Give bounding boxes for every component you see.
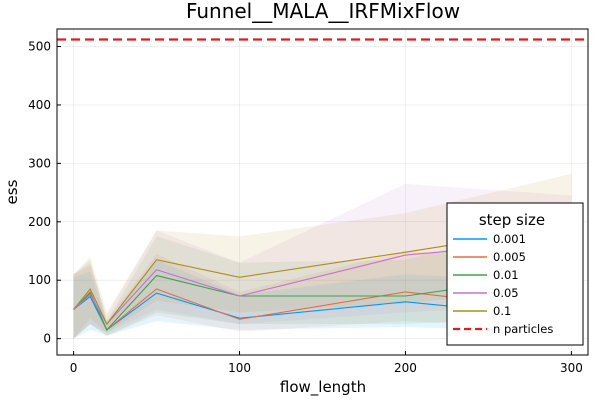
y-tick-label: 200 bbox=[28, 215, 51, 229]
y-axis-label: ess bbox=[3, 179, 21, 204]
legend: step size 0.001 0.005 0.01 0.05 0.1 n particl… bbox=[446, 202, 584, 346]
legend-label: 0.005 bbox=[493, 250, 526, 264]
legend-label: 0.1 bbox=[493, 304, 511, 318]
series-line bbox=[73, 272, 572, 331]
legend-label: n particles bbox=[493, 322, 553, 336]
series-line bbox=[73, 225, 572, 326]
series-line bbox=[73, 288, 572, 331]
y-tick-label: 500 bbox=[28, 40, 51, 54]
series-line bbox=[73, 239, 572, 325]
x-tick-label: 0 bbox=[70, 361, 78, 375]
x-tick-label: 100 bbox=[228, 361, 251, 375]
legend-title: step size bbox=[479, 211, 545, 229]
legend-label: 0.05 bbox=[493, 286, 519, 300]
series-line bbox=[73, 292, 572, 331]
x-axis-ticks: 0 100 200 300 bbox=[70, 351, 583, 375]
series-lines bbox=[73, 225, 572, 331]
y-tick-label: 300 bbox=[28, 156, 51, 170]
y-tick-label: 100 bbox=[28, 273, 51, 287]
legend-label: 0.01 bbox=[493, 268, 519, 282]
y-axis-ticks: 0 100 200 300 400 500 bbox=[28, 40, 61, 346]
chart-title: Funnel__MALA__IRFMixFlow bbox=[186, 0, 460, 23]
grid bbox=[57, 29, 588, 355]
y-tick-label: 400 bbox=[28, 98, 51, 112]
legend-label: 0.001 bbox=[493, 232, 526, 246]
x-tick-label: 200 bbox=[394, 361, 417, 375]
x-axis-label: flow_length bbox=[280, 378, 366, 397]
plot-frame bbox=[56, 28, 589, 356]
legend-box bbox=[446, 202, 584, 346]
y-tick-label: 0 bbox=[43, 332, 51, 346]
x-tick-label: 300 bbox=[560, 361, 583, 375]
legend-items: 0.001 0.005 0.01 0.05 0.1 n particles bbox=[453, 232, 553, 336]
